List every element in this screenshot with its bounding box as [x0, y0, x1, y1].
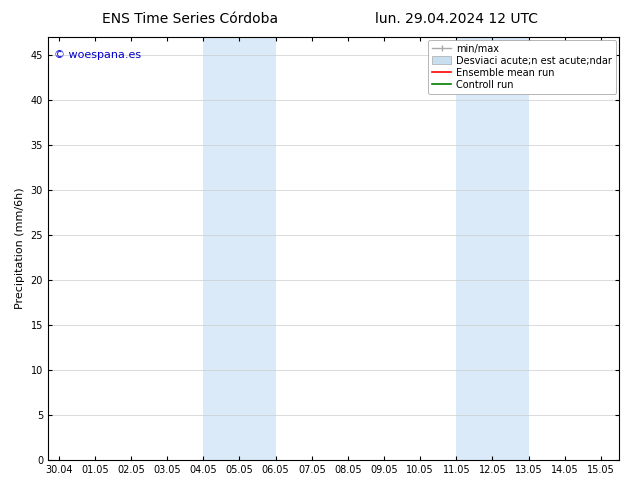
- Bar: [493, 37, 529, 460]
- Y-axis label: Precipitation (mm/6h): Precipitation (mm/6h): [15, 188, 25, 309]
- Legend: min/max, Desviaci acute;n est acute;ndar, Ensemble mean run, Controll run: min/max, Desviaci acute;n est acute;ndar…: [428, 40, 616, 94]
- Text: ENS Time Series Córdoba: ENS Time Series Córdoba: [102, 12, 278, 26]
- Bar: [240, 37, 276, 460]
- Bar: [204, 37, 240, 460]
- Bar: [456, 37, 493, 460]
- Text: © woespana.es: © woespana.es: [54, 50, 141, 60]
- Text: lun. 29.04.2024 12 UTC: lun. 29.04.2024 12 UTC: [375, 12, 538, 26]
